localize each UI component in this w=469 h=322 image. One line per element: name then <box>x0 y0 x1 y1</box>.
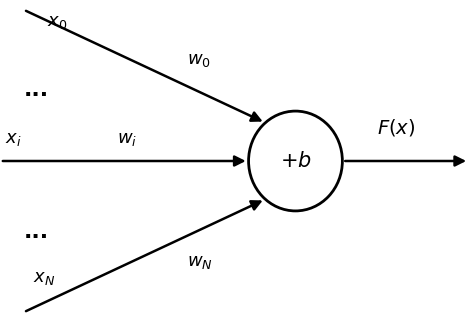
Text: $x_0$: $x_0$ <box>47 13 67 31</box>
Text: $w_0$: $w_0$ <box>187 51 211 69</box>
Text: $x_i$: $x_i$ <box>5 130 21 148</box>
Text: $F(x)$: $F(x)$ <box>377 118 416 138</box>
Text: $+b$: $+b$ <box>280 151 311 171</box>
Text: $w_N$: $w_N$ <box>187 253 212 271</box>
Text: $x_N$: $x_N$ <box>33 269 55 287</box>
Text: ...: ... <box>23 80 49 100</box>
Ellipse shape <box>249 111 342 211</box>
Text: $w_i$: $w_i$ <box>117 130 137 148</box>
Text: ...: ... <box>23 222 49 242</box>
